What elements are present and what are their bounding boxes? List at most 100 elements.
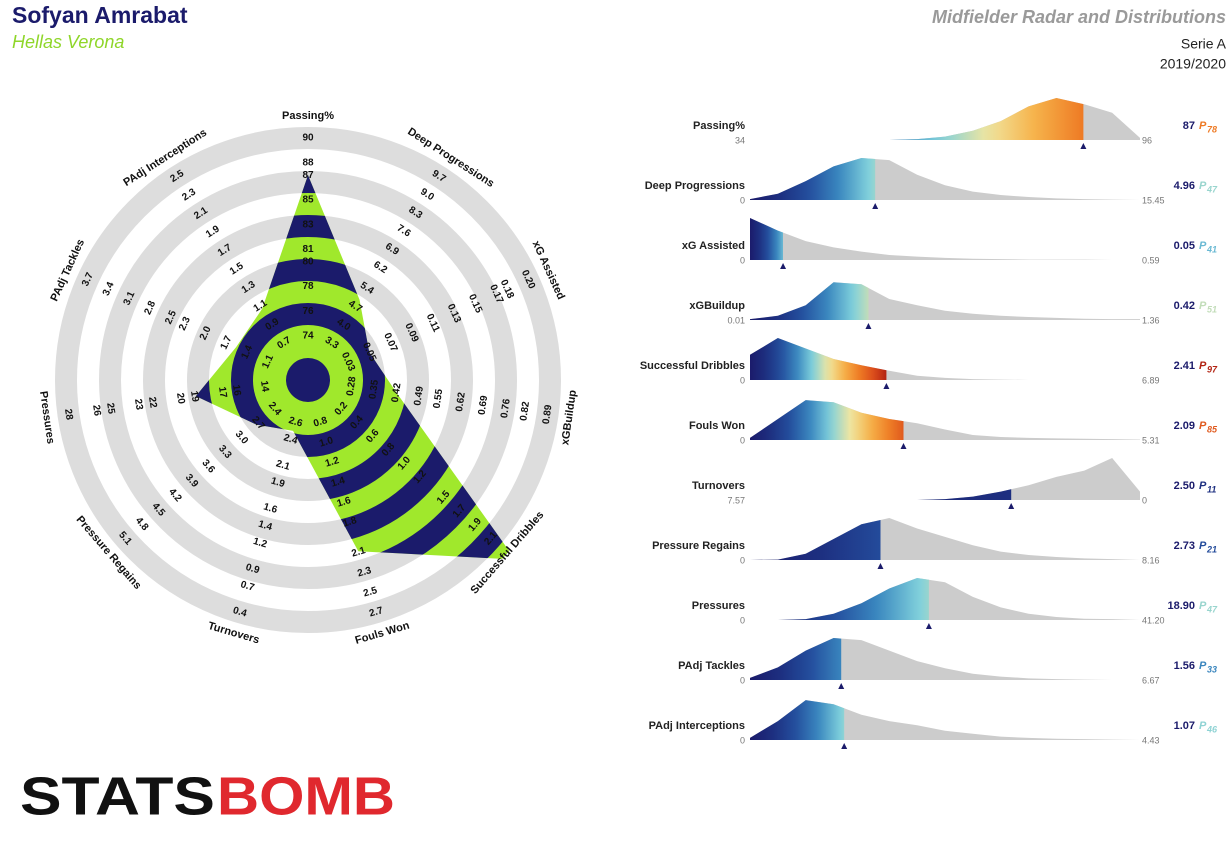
radar: 74767880818385878890Passing%3.34.04.75.4… [37, 110, 579, 647]
distribution-highlight [750, 282, 869, 320]
radar-tick-label: 2.5 [362, 585, 379, 600]
value-label: 87 [1183, 120, 1195, 132]
distribution-area [750, 218, 1140, 260]
distribution-highlight [750, 700, 845, 740]
radar-axis-label: Passing% [282, 110, 334, 122]
metric-label: PAdj Interceptions [649, 720, 745, 732]
radar-tick-label: 1.4 [257, 519, 274, 534]
range-max-label: 15.45 [1142, 195, 1165, 205]
radar-tick-label: 1.0 [318, 435, 335, 450]
value-label: 0.42 [1174, 300, 1195, 312]
radar-tick-label: 2.1 [350, 545, 367, 560]
radar-tick-label: 4.2 [166, 486, 184, 504]
radar-axis-label: xGBuildup [559, 389, 579, 446]
radar-tick-label: 3.0 [233, 429, 251, 447]
distribution-highlight [750, 489, 1012, 500]
distribution: xGBuildup 0.01 1.36 0.42 P 51 [689, 282, 1217, 329]
percentile-label: 78 [1207, 124, 1217, 134]
range-min-label: 7.57 [727, 495, 745, 505]
distribution-area [750, 700, 1140, 740]
radar-tick-label: 0.89 [541, 404, 555, 425]
radar-tick-label: 0.69 [477, 394, 491, 415]
radar-tick-label: 78 [302, 281, 314, 292]
distribution: Turnovers 7.57 0 2.50 P 11 [692, 458, 1216, 509]
percentile-prefix: P [1199, 540, 1207, 552]
percentile-label: 47 [1206, 604, 1218, 614]
radar-tick-label: 1.2 [324, 455, 341, 470]
radar-tick-label: 87 [302, 170, 314, 181]
value-label: 2.50 [1174, 480, 1195, 492]
radar-tick-label: 0.4 [232, 605, 249, 620]
distribution-highlight [750, 218, 784, 260]
percentile-prefix: P [1199, 120, 1207, 132]
radar-tick-label: 1.6 [262, 501, 279, 516]
value-marker [1008, 503, 1015, 509]
distribution: Fouls Won 0 5.31 2.09 P 85 [689, 400, 1218, 449]
metric-label: Fouls Won [689, 420, 745, 432]
distribution-area [750, 458, 1140, 500]
metric-label: PAdj Tackles [678, 660, 745, 672]
radar-tick-label: 0.35 [367, 379, 381, 400]
percentile-label: 11 [1207, 484, 1216, 494]
metric-label: Pressures [692, 600, 745, 612]
distribution-highlight [750, 578, 929, 620]
range-max-label: 0 [1142, 495, 1147, 505]
radar-tick-label: 1.6 [336, 495, 353, 510]
percentile-label: 46 [1206, 724, 1218, 734]
value-marker [900, 443, 907, 449]
season: 2019/2020 [1160, 56, 1226, 72]
metric-label: Pressure Regains [652, 540, 745, 552]
percentile-label: 33 [1207, 664, 1217, 674]
distribution: Successful Dribbles 0 6.89 2.41 P 97 [640, 338, 1218, 389]
team-name: Hellas Verona [12, 32, 124, 52]
range-max-label: 96 [1142, 135, 1152, 145]
percentile-label: 21 [1206, 544, 1217, 554]
radar-tick-label: 2.1 [275, 458, 292, 473]
range-min-label: 0 [740, 555, 745, 565]
percentile-label: 47 [1206, 184, 1218, 194]
range-max-label: 0.59 [1142, 255, 1160, 265]
radar-tick-label: 2.3 [356, 565, 373, 580]
value-marker [877, 563, 884, 569]
percentile-label: 51 [1207, 304, 1217, 314]
range-max-label: 1.36 [1142, 315, 1160, 325]
radar-tick-label: 0.55 [432, 388, 446, 409]
radar-tick-label: 1.7 [219, 334, 235, 352]
distribution-highlight [750, 638, 842, 680]
radar-tick-label: 90 [302, 133, 314, 144]
radar-tick-label: 2.8 [142, 299, 158, 317]
range-min-label: 0 [740, 435, 745, 445]
range-max-label: 5.31 [1142, 435, 1160, 445]
percentile-label: 85 [1207, 424, 1218, 434]
radar-tick-label: 1.1 [260, 353, 276, 371]
percentile-prefix: P [1199, 300, 1207, 312]
percentile-prefix: P [1199, 180, 1207, 192]
radar-tick-label: 2.3 [180, 186, 198, 203]
range-min-label: 0 [740, 375, 745, 385]
radar-tick-label: 20 [174, 392, 187, 405]
metric-label: xGBuildup [689, 300, 745, 312]
radar-tick-label: 2.7 [368, 605, 385, 620]
radar-tick-label: 19 [188, 390, 201, 403]
distribution: PAdj Tackles 0 6.67 1.56 P 33 [678, 638, 1217, 689]
radar-axis-label: Pressures [37, 390, 56, 444]
value-label: 1.07 [1174, 720, 1195, 732]
radar-tick-label: 1.4 [330, 475, 347, 490]
radar-tick-label: 0.49 [412, 385, 426, 406]
radar-tick-label: 0.7 [239, 579, 256, 594]
percentile-prefix: P [1199, 240, 1207, 252]
value-label: 4.96 [1174, 180, 1195, 192]
radar-tick-label: 4.8 [133, 515, 151, 533]
radar-tick-label: 14 [258, 380, 271, 393]
value-marker [872, 203, 879, 209]
radar-tick-label: 2.5 [163, 308, 179, 326]
radar-tick-label: 2.4 [282, 432, 299, 447]
radar-tick-label: 81 [302, 244, 314, 255]
percentile-label: 41 [1206, 244, 1217, 254]
radar-tick-label: 28 [62, 408, 75, 421]
percentile-prefix: P [1199, 360, 1207, 372]
value-label: 0.05 [1174, 240, 1195, 252]
metric-label: Passing% [693, 120, 745, 132]
distribution: xG Assisted 0 0.59 0.05 P 41 [682, 218, 1217, 269]
